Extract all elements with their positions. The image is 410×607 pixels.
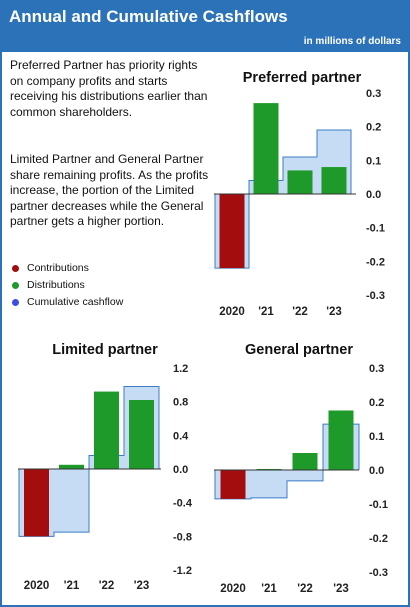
- header-bar: Annual and Cumulative Cashflows in milli…: [2, 2, 408, 52]
- x-category-label: '22: [99, 580, 115, 592]
- units-label: in millions of dollars: [303, 36, 401, 47]
- y-tick-label: -0.1: [369, 499, 388, 511]
- y-tick-label: 0.1: [366, 155, 381, 167]
- y-tick-label: -0.2: [366, 256, 385, 268]
- distribution-bar: [253, 103, 279, 194]
- cumulative-step-area: [251, 470, 287, 498]
- distribution-bar: [292, 453, 318, 470]
- x-category-label: '21: [64, 580, 80, 592]
- x-category-label: 2020: [24, 580, 50, 592]
- y-tick-label: -0.4: [173, 498, 193, 510]
- cumulative-line: [214, 129, 352, 269]
- y-tick-label: 0.1: [369, 431, 384, 443]
- cumulative-step-area: [287, 470, 323, 481]
- distribution-bar: [129, 399, 154, 469]
- y-tick-label: 0.2: [366, 122, 381, 134]
- legend-swatch-distributions: [12, 282, 19, 289]
- cumulative-step-area: [54, 469, 89, 533]
- distribution-bar: [256, 468, 282, 470]
- chart-title: Limited partner: [52, 342, 158, 358]
- y-tick-label: -0.3: [366, 290, 385, 302]
- distribution-bar: [59, 464, 84, 469]
- legend-swatch-contributions: [12, 265, 19, 272]
- y-tick-label: -1.2: [173, 565, 192, 577]
- x-category-label: '23: [134, 580, 150, 592]
- x-category-label: '22: [292, 306, 308, 318]
- distribution-bar: [287, 170, 313, 194]
- y-tick-label: 0.0: [366, 189, 381, 201]
- y-tick-label: 0.0: [173, 464, 188, 476]
- distribution-bar: [321, 167, 347, 194]
- y-tick-label: -0.1: [366, 223, 385, 235]
- y-tick-label: 0.3: [366, 88, 381, 100]
- contribution-bar: [24, 469, 49, 537]
- x-category-label: 2020: [220, 583, 246, 595]
- intro-paragraph-2: Limited Partner and General Partner shar…: [10, 152, 209, 228]
- legend-swatch-cumulative: [12, 299, 19, 306]
- y-tick-label: 0.0: [369, 465, 384, 477]
- intro-paragraph-1: Preferred Partner has priority rights on…: [10, 58, 208, 119]
- page-title: Annual and Cumulative Cashflows: [9, 7, 288, 26]
- chart-title: Preferred partner: [243, 70, 362, 86]
- x-category-label: '23: [326, 306, 342, 318]
- chart-title: General partner: [245, 342, 353, 358]
- contribution-bar: [220, 470, 246, 499]
- contribution-bar: [219, 194, 245, 269]
- legend-label: Contributions: [27, 262, 89, 274]
- y-tick-label: 0.2: [369, 397, 384, 409]
- y-tick-label: 1.2: [173, 363, 188, 375]
- y-tick-label: 0.8: [173, 397, 188, 409]
- x-category-label: '21: [258, 306, 274, 318]
- y-tick-label: -0.3: [369, 567, 388, 579]
- x-category-label: '22: [297, 583, 313, 595]
- y-tick-label: -0.8: [173, 531, 192, 543]
- distribution-bar: [94, 391, 119, 469]
- legend-label: Cumulative cashflow: [27, 296, 124, 308]
- x-category-label: '23: [333, 583, 349, 595]
- x-category-label: '21: [261, 583, 277, 595]
- y-tick-label: -0.2: [369, 533, 388, 545]
- y-tick-label: 0.4: [173, 430, 189, 442]
- distribution-bar: [328, 410, 354, 470]
- legend-label: Distributions: [27, 279, 85, 291]
- y-tick-label: 0.3: [369, 363, 384, 375]
- x-category-label: 2020: [219, 306, 245, 318]
